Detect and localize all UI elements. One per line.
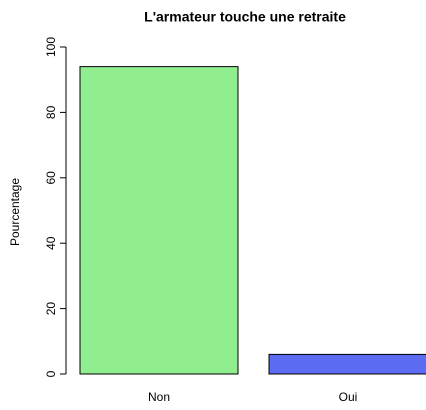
x-tick-label: Oui	[339, 390, 358, 404]
y-tick-label: 40	[44, 236, 58, 250]
y-tick-label: 100	[44, 37, 58, 57]
y-tick-label: 60	[44, 171, 58, 185]
y-tick-label: 20	[44, 302, 58, 316]
bar	[268, 353, 426, 375]
y-tick-label: 0	[44, 370, 58, 377]
x-tick-label: Non	[148, 390, 170, 404]
chart-title: L'armateur touche une retraite	[144, 9, 346, 25]
y-tick-label: 80	[44, 105, 58, 119]
bar	[79, 66, 239, 375]
y-axis-label: Pourcentage	[8, 178, 22, 246]
